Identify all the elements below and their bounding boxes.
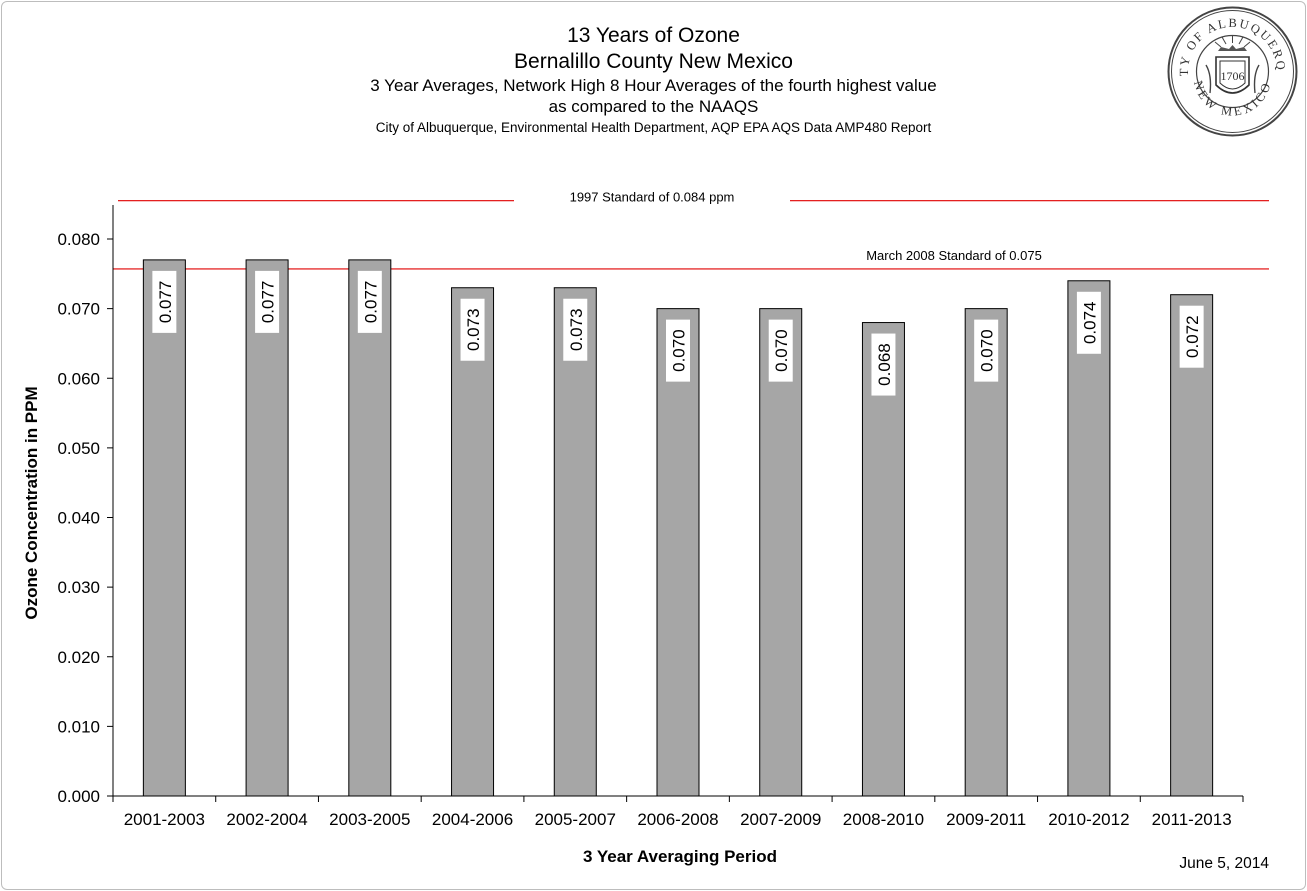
bar <box>553 287 597 797</box>
bar <box>964 308 1008 797</box>
data-label-box <box>1179 305 1204 368</box>
x-tick-label: 2007-2009 <box>740 810 821 829</box>
bar <box>1067 280 1111 797</box>
chart-subtitle-2: 3 Year Averages, Network High 8 Hour Ave… <box>370 76 937 95</box>
data-label-box <box>1076 291 1101 354</box>
x-tick-label: 2005-2007 <box>535 810 616 829</box>
x-axis-label: 3 Year Averaging Period <box>583 847 777 866</box>
x-tick-label: 2011-2013 <box>1152 810 1232 829</box>
seal-year: 1706 <box>1221 69 1245 83</box>
city-seal-icon: CITY OF ALBUQUERQUE NEW MEXICO 1706 <box>1166 5 1298 137</box>
x-tick-label: 2009-2011 <box>946 810 1026 829</box>
y-tick-label: 0.000 <box>57 787 100 806</box>
x-tick-label: 2002-2004 <box>226 810 307 829</box>
bar <box>656 308 700 797</box>
data-label: 0.070 <box>978 329 997 372</box>
y-axis-label: Ozone Concentration in PPM <box>22 386 41 619</box>
data-label: 0.068 <box>875 343 894 386</box>
data-label-box <box>255 270 280 333</box>
data-label: 0.073 <box>567 308 586 351</box>
data-label-box <box>152 270 177 333</box>
data-label: 0.077 <box>361 281 380 324</box>
data-label-box <box>460 298 485 361</box>
y-tick-label: 0.060 <box>57 369 100 388</box>
x-tick-label: 2003-2005 <box>329 810 410 829</box>
y-tick-label: 0.040 <box>57 509 100 528</box>
data-label: 0.072 <box>1183 315 1202 358</box>
data-label-box <box>768 319 793 382</box>
bar <box>348 259 392 797</box>
y-tick-label: 0.030 <box>57 578 100 597</box>
data-label: 0.077 <box>259 281 278 324</box>
y-tick-label: 0.050 <box>57 439 100 458</box>
bar <box>451 287 495 797</box>
y-tick-label: 0.070 <box>57 300 100 319</box>
bar <box>1170 294 1214 797</box>
chart-title: 13 Years of Ozone <box>567 24 740 47</box>
chart-source: City of Albuquerque, Environmental Healt… <box>375 120 932 135</box>
data-label-box <box>871 333 896 396</box>
bar <box>245 259 289 797</box>
x-tick-label: 2004-2006 <box>432 810 513 829</box>
data-label-box <box>974 319 999 382</box>
x-tick-label: 2006-2008 <box>637 810 718 829</box>
x-tick-label: 2001-2003 <box>124 810 205 829</box>
data-label-box <box>563 298 588 361</box>
data-label: 0.070 <box>772 329 791 372</box>
reference-label-1997: 1997 Standard of 0.084 ppm <box>570 190 735 205</box>
chart-subtitle: Bernalillo County New Mexico <box>514 50 793 73</box>
x-tick-label: 2008-2010 <box>843 810 924 829</box>
report-date: June 5, 2014 <box>1179 855 1269 872</box>
data-label-box <box>357 270 382 333</box>
bar <box>142 259 186 797</box>
reference-label-2008: March 2008 Standard of 0.075 <box>866 248 1042 263</box>
data-label: 0.077 <box>156 281 175 324</box>
y-tick-label: 0.020 <box>57 648 100 667</box>
y-tick-label: 0.010 <box>57 717 100 736</box>
bar <box>861 322 905 797</box>
y-tick-label: 0.080 <box>57 230 100 249</box>
data-label: 0.070 <box>670 329 689 372</box>
x-tick-label: 2010-2012 <box>1048 810 1129 829</box>
data-label-box <box>666 319 690 382</box>
bar <box>759 308 803 797</box>
data-label: 0.073 <box>464 308 483 351</box>
data-label: 0.074 <box>1080 302 1099 345</box>
chart-subtitle-3: as compared to the NAAQS <box>548 97 759 116</box>
